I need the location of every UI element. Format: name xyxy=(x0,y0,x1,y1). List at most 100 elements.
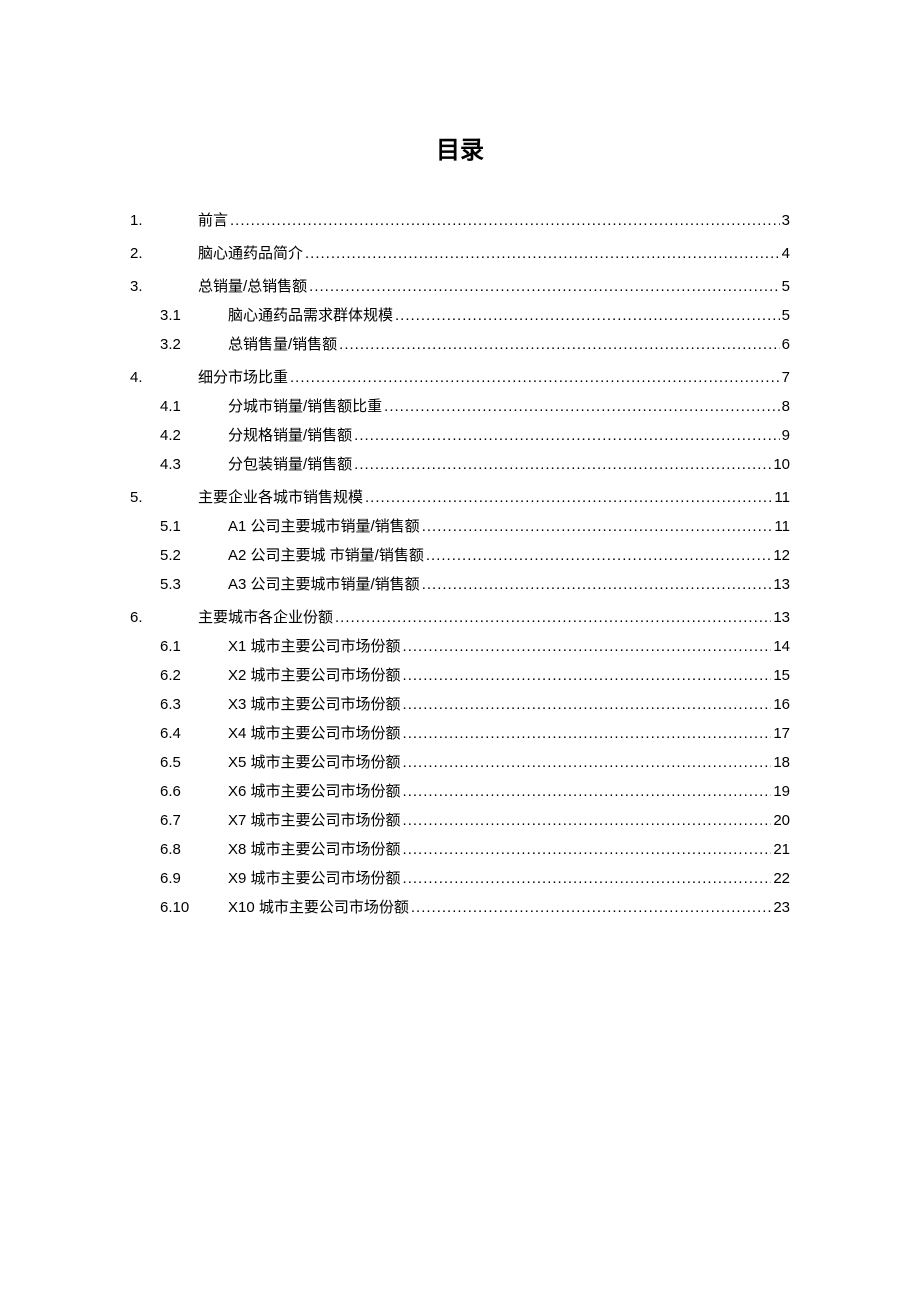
toc-entry-page: 17 xyxy=(771,726,790,741)
toc-entry-level2: 6.5X5 城市主要公司市场份额18 xyxy=(130,755,790,770)
toc-entry-label: 主要城市各企业份额 xyxy=(198,610,333,625)
toc-leader-dots xyxy=(337,337,779,352)
toc-entry-level2: 6.3X3 城市主要公司市场份额 16 xyxy=(130,697,790,712)
toc-entry-page: 4 xyxy=(780,246,790,261)
toc-entry-level1: 4.细分市场比重 7 xyxy=(130,370,790,385)
toc-entry-level2: 6.7X7 城市主要公司市场份额 20 xyxy=(130,813,790,828)
toc-leader-dots xyxy=(307,279,779,294)
toc-leader-dots xyxy=(401,697,772,712)
toc-entry-level2: 4.1分城市销量/销售额比重 8 xyxy=(130,399,790,414)
toc-entry-level2: 6.9X9 城市主要公司市场份额22 xyxy=(130,871,790,886)
toc-section: 1.前言 3 xyxy=(130,213,790,228)
toc-entry-label: A1 公司主要城市销量/销售额 xyxy=(228,519,420,534)
toc-entry-number: 6.2 xyxy=(160,668,228,683)
toc-entry-page: 15 xyxy=(771,668,790,683)
toc-entry-page: 14 xyxy=(771,639,790,654)
toc-entry-page: 19 xyxy=(771,784,790,799)
toc-leader-dots xyxy=(333,610,771,625)
toc-entry-label: X7 城市主要公司市场份额 xyxy=(228,813,401,828)
toc-entry-label: X4 城市主要公司市场份额 xyxy=(228,726,401,741)
toc-section: 5.主要企业各城市销售规模 11 5.1A1 公司主要城市销量/销售额11 5.2A2… xyxy=(130,490,790,592)
toc-entry-level1: 5.主要企业各城市销售规模 11 xyxy=(130,490,790,505)
toc-entry-level2: 5.2A2 公司主要城 市销量/销售额12 xyxy=(130,548,790,563)
toc-entry-number: 1. xyxy=(130,213,198,228)
toc-entry-level2: 5.1A1 公司主要城市销量/销售额11 xyxy=(130,519,790,534)
toc-entry-page: 13 xyxy=(771,610,790,625)
toc-entry-level2: 6.10X10 城市主要公司市场份额23 xyxy=(130,900,790,915)
toc-entry-label: 前言 xyxy=(198,213,228,228)
toc-leader-dots xyxy=(401,726,772,741)
toc-entry-page: 11 xyxy=(772,490,790,505)
toc-leader-dots xyxy=(420,519,773,534)
toc-entry-label: X1 城市主要公司市场份额 xyxy=(228,639,401,654)
toc-entry-label: 主要企业各城市销售规模 xyxy=(198,490,363,505)
toc-entry-label: X9 城市主要公司市场份额 xyxy=(228,871,401,886)
toc-container: 1.前言32.脑心通药品简介43.总销量/总销售额53.1脑心通药品需求群体规模… xyxy=(130,213,790,915)
toc-entry-number: 5.2 xyxy=(160,548,228,563)
toc-entry-label: X8 城市主要公司市场份额 xyxy=(228,842,401,857)
toc-entry-level2: 5.3A3 公司主要城市销量/销售额13 xyxy=(130,577,790,592)
toc-entry-number: 6.10 xyxy=(160,900,228,915)
toc-leader-dots xyxy=(401,784,772,799)
toc-entry-number: 3.2 xyxy=(160,337,228,352)
toc-entry-label: 分包装销量/销售额 xyxy=(228,457,352,472)
toc-entry-level2: 6.2X2 城市主要公司市场份额 15 xyxy=(130,668,790,683)
toc-entry-page: 5 xyxy=(780,279,790,294)
toc-leader-dots xyxy=(303,246,780,261)
toc-entry-label: 脑心通药品需求群体规模 xyxy=(228,308,393,323)
toc-entry-label: 分规格销量/销售额 xyxy=(228,428,352,443)
toc-entry-number: 6.6 xyxy=(160,784,228,799)
toc-leader-dots xyxy=(409,900,771,915)
toc-leader-dots xyxy=(424,548,771,563)
toc-entry-label: X2 城市主要公司市场份额 xyxy=(228,668,401,683)
toc-leader-dots xyxy=(420,577,772,592)
toc-entry-page: 23 xyxy=(771,900,790,915)
toc-entry-label: A3 公司主要城市销量/销售额 xyxy=(228,577,420,592)
toc-entry-page: 6 xyxy=(780,337,790,352)
toc-entry-number: 5.1 xyxy=(160,519,228,534)
document-page: 目录 1.前言32.脑心通药品简介43.总销量/总销售额53.1脑心通药品需求群… xyxy=(0,0,920,915)
toc-entry-level2: 4.3分包装销量/销售额10 xyxy=(130,457,790,472)
toc-entry-page: 5 xyxy=(780,308,790,323)
toc-entry-number: 4.1 xyxy=(160,399,228,414)
toc-entry-number: 6.8 xyxy=(160,842,228,857)
toc-leader-dots xyxy=(288,370,780,385)
toc-leader-dots xyxy=(401,639,772,654)
toc-entry-label: 分城市销量/销售额比重 xyxy=(228,399,382,414)
toc-entry-label: A2 公司主要城 市销量/销售额 xyxy=(228,548,424,563)
toc-entry-level2: 6.8X8 城市主要公司市场份额21 xyxy=(130,842,790,857)
toc-leader-dots xyxy=(228,213,780,228)
toc-entry-number: 4.3 xyxy=(160,457,228,472)
toc-entry-level1: 1.前言 3 xyxy=(130,213,790,228)
toc-entry-label: X3 城市主要公司市场份额 xyxy=(228,697,401,712)
toc-entry-number: 4.2 xyxy=(160,428,228,443)
toc-entry-number: 6.7 xyxy=(160,813,228,828)
toc-entry-number: 4. xyxy=(130,370,198,385)
toc-entry-page: 18 xyxy=(771,755,790,770)
toc-entry-label: 总销售量/销售额 xyxy=(228,337,337,352)
toc-entry-number: 6. xyxy=(130,610,198,625)
toc-entry-page: 13 xyxy=(771,577,790,592)
toc-section: 6.主要城市各企业份额136.1X1 城市主要公司市场份额146.2X2 城市主… xyxy=(130,610,790,915)
toc-entry-number: 3. xyxy=(130,279,198,294)
toc-entry-number: 6.9 xyxy=(160,871,228,886)
toc-section: 2.脑心通药品简介4 xyxy=(130,246,790,261)
toc-leader-dots xyxy=(401,871,772,886)
toc-entry-page: 7 xyxy=(780,370,790,385)
toc-title: 目录 xyxy=(130,130,790,165)
toc-entry-number: 6.4 xyxy=(160,726,228,741)
toc-entry-page: 3 xyxy=(780,213,790,228)
toc-entry-number: 6.5 xyxy=(160,755,228,770)
toc-entry-number: 2. xyxy=(130,246,198,261)
toc-leader-dots xyxy=(401,755,772,770)
toc-entry-page: 16 xyxy=(771,697,790,712)
toc-entry-number: 6.3 xyxy=(160,697,228,712)
toc-entry-label: 细分市场比重 xyxy=(198,370,288,385)
toc-entry-level2: 3.1脑心通药品需求群体规模5 xyxy=(130,308,790,323)
toc-leader-dots xyxy=(352,428,779,443)
toc-leader-dots xyxy=(352,457,771,472)
toc-entry-page: 8 xyxy=(780,399,790,414)
toc-entry-level1: 2.脑心通药品简介4 xyxy=(130,246,790,261)
toc-entry-number: 5. xyxy=(130,490,198,505)
toc-entry-page: 20 xyxy=(771,813,790,828)
